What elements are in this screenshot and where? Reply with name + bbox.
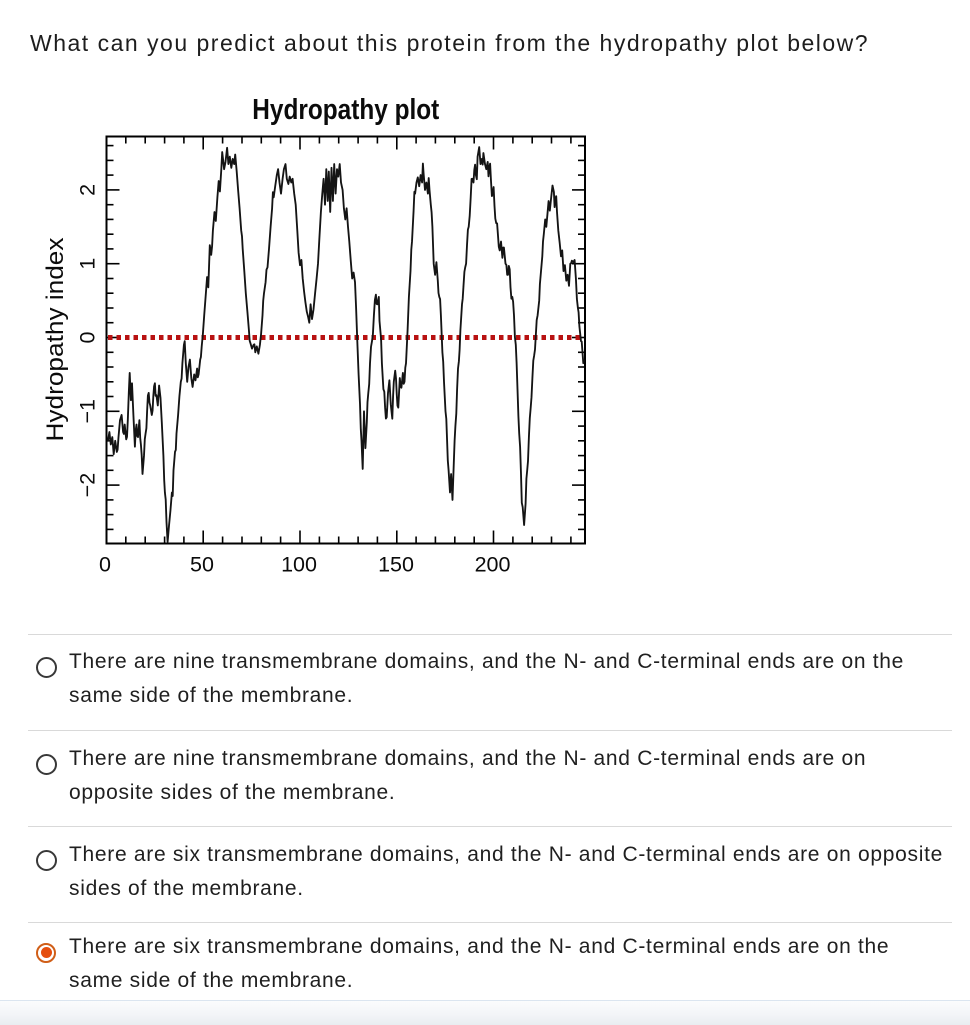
svg-text:50: 50 [190,553,214,577]
svg-text:200: 200 [475,553,511,577]
svg-text:Hydropathy plot: Hydropathy plot [252,94,439,126]
svg-text:Hydropathy index: Hydropathy index [42,238,69,442]
svg-text:−2: −2 [76,473,100,498]
svg-text:1: 1 [76,258,100,270]
svg-text:2: 2 [76,184,100,196]
svg-text:0: 0 [99,553,111,577]
svg-text:−1: −1 [76,399,100,424]
svg-text:0: 0 [76,331,100,343]
svg-text:150: 150 [378,553,414,577]
svg-text:100: 100 [281,553,317,577]
